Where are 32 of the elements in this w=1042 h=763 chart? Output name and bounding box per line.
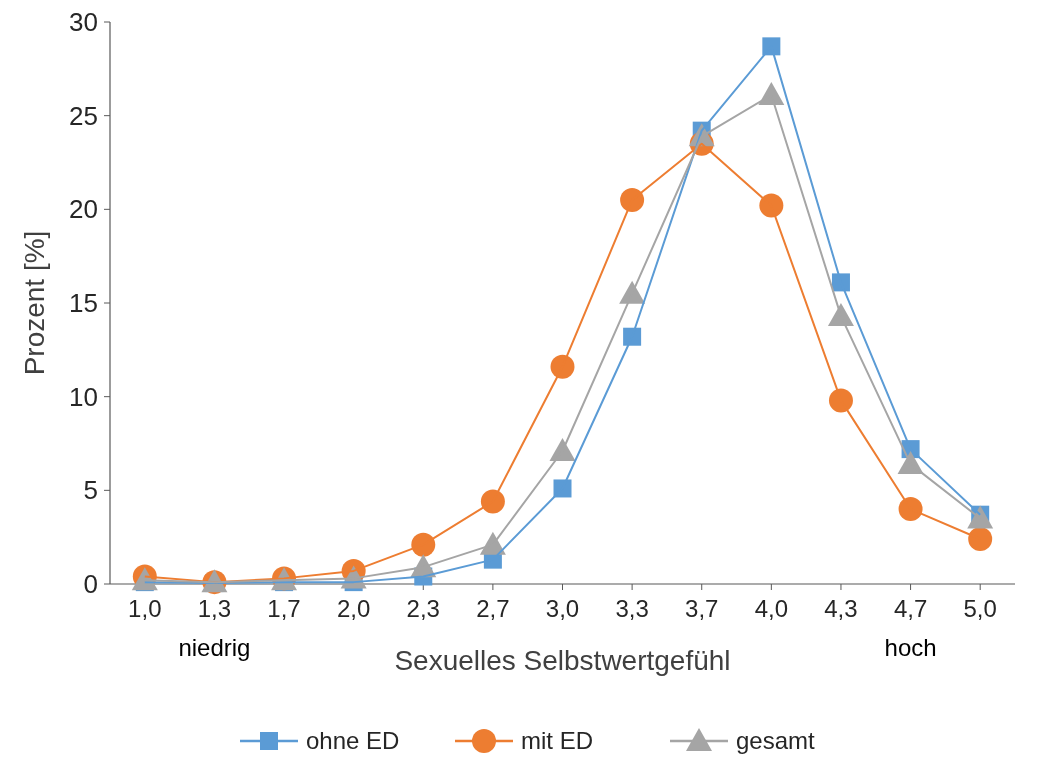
x-tick-label: 1,7 [267, 595, 301, 622]
point [620, 187, 645, 212]
x-tick-label: 2,7 [476, 595, 510, 622]
x-tick-label: 4,3 [824, 595, 858, 622]
point [828, 388, 853, 413]
point [968, 527, 993, 552]
x-tick-label: 1,0 [128, 595, 162, 622]
text: niedrig [178, 634, 251, 661]
y-tick-label: 5 [83, 475, 98, 506]
text: hoch [884, 634, 937, 661]
y-axis-title: Prozent [%] [19, 230, 50, 376]
x-tick-label: 1,3 [197, 595, 232, 622]
y-tick-label: 15 [69, 288, 98, 319]
x-tick-label: 3,3 [615, 595, 649, 622]
x-tick-label: 2,3 [406, 595, 440, 622]
y-tick-label: 25 [69, 100, 98, 131]
y-tick-label: 0 [83, 569, 98, 600]
legend-label: gesamt [736, 727, 816, 755]
legend-label: mit ED [521, 727, 593, 755]
legend-label: ohne ED [306, 727, 400, 755]
y-tick-label: 10 [69, 381, 98, 412]
x-axis-title: Sexuelles Selbstwertgefühl [394, 645, 731, 676]
x-tick-label: 4,7 [893, 595, 928, 622]
y-tick-label: 20 [69, 194, 98, 225]
y-tick-label: 30 [69, 7, 98, 38]
x-tick-label: 3,0 [545, 595, 580, 622]
point [898, 497, 923, 522]
x-tick-label: 2,0 [336, 595, 371, 622]
x-tick-label: 3,7 [685, 595, 719, 622]
point [967, 505, 994, 529]
x-tick-label: 5,0 [963, 595, 997, 622]
x-tick-label: 4,0 [754, 595, 789, 622]
